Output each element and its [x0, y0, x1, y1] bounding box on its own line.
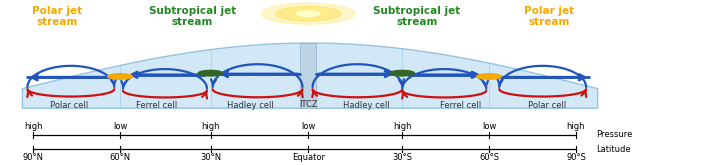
- Text: Ferrel cell: Ferrel cell: [136, 101, 177, 110]
- Circle shape: [108, 74, 133, 79]
- Circle shape: [297, 11, 320, 16]
- Text: 30°N: 30°N: [200, 153, 221, 162]
- Text: low: low: [482, 122, 497, 131]
- Circle shape: [288, 9, 328, 18]
- Polygon shape: [22, 43, 597, 108]
- Text: 60°N: 60°N: [109, 153, 130, 162]
- Text: high: high: [24, 122, 43, 131]
- Text: Hadley cell: Hadley cell: [227, 101, 274, 110]
- Circle shape: [198, 70, 223, 76]
- Text: Polar cell: Polar cell: [50, 101, 88, 110]
- Text: 90°S: 90°S: [566, 153, 586, 162]
- Circle shape: [276, 6, 341, 21]
- Text: Subtropical jet
stream: Subtropical jet stream: [149, 6, 236, 27]
- Circle shape: [390, 70, 415, 76]
- Circle shape: [477, 74, 502, 79]
- Text: Polar jet
stream: Polar jet stream: [32, 6, 82, 27]
- Text: Subtropical jet
stream: Subtropical jet stream: [373, 6, 460, 27]
- Text: 60°S: 60°S: [479, 153, 499, 162]
- Text: Latitude: Latitude: [596, 145, 631, 154]
- Text: 30°S: 30°S: [392, 153, 413, 162]
- Text: low: low: [113, 122, 128, 131]
- Text: low: low: [301, 122, 315, 131]
- Circle shape: [261, 3, 355, 24]
- Text: Ferrel cell: Ferrel cell: [439, 101, 481, 110]
- Text: ITCZ: ITCZ: [299, 100, 318, 109]
- Text: high: high: [393, 122, 412, 131]
- Text: Polar cell: Polar cell: [528, 101, 566, 110]
- Text: high: high: [567, 122, 585, 131]
- Text: 90°N: 90°N: [22, 153, 44, 162]
- Bar: [300, 43, 316, 108]
- Text: Hadley cell: Hadley cell: [343, 101, 389, 110]
- Text: high: high: [202, 122, 220, 131]
- Text: Pressure: Pressure: [596, 130, 633, 139]
- Text: Polar jet
stream: Polar jet stream: [524, 6, 574, 27]
- Text: Equator: Equator: [291, 153, 325, 162]
